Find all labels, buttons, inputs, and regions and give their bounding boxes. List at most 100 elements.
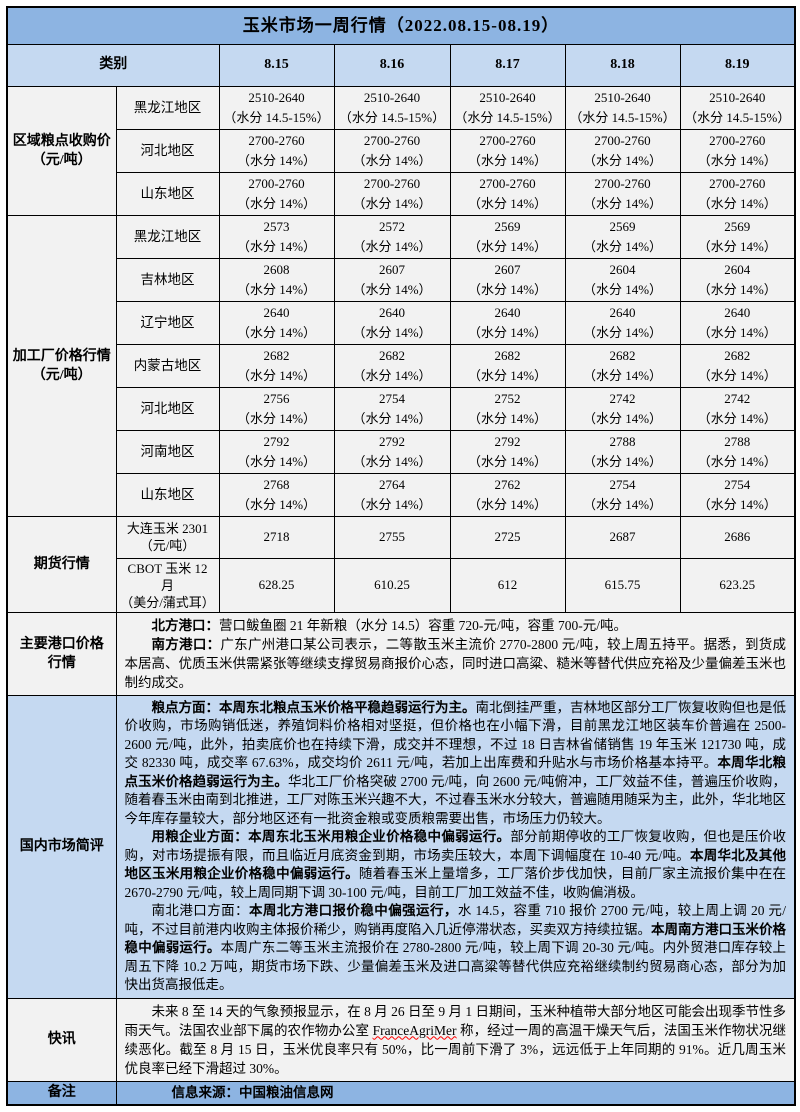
futures-value: 612 bbox=[449, 557, 566, 613]
price-cell: 2752 （水分 14%） bbox=[449, 386, 566, 431]
price-cell: 2788 （水分 14%） bbox=[564, 429, 681, 474]
moisture-note: （水分 14%） bbox=[582, 324, 663, 340]
price-cell: 2700-2760 （水分 14%） bbox=[333, 171, 451, 216]
price-cell: 2510-2640 （水分 14.5-15%） bbox=[333, 85, 451, 130]
price-value: 2764 bbox=[379, 476, 405, 492]
page-title: 玉米市场一周行情（2022.08.15-08.19） bbox=[6, 6, 796, 45]
region-cell: 河南地区 bbox=[115, 429, 220, 474]
moisture-note: （水分 14%） bbox=[697, 367, 777, 383]
price-value: 2742 bbox=[724, 390, 751, 406]
section-label-ports: 主要港口价格 行情 bbox=[6, 611, 117, 696]
moisture-note: （水分 14%） bbox=[236, 195, 317, 211]
moisture-note: （水分 14%） bbox=[697, 496, 777, 512]
section-label-factory: 加工厂价格行情 （元/吨） bbox=[6, 214, 117, 517]
moisture-note: （水分 14%） bbox=[236, 367, 317, 383]
region-cell: 辽宁地区 bbox=[115, 300, 220, 345]
price-value: 2792 bbox=[263, 433, 290, 449]
futures-value: 2718 bbox=[218, 515, 335, 559]
moisture-note: （水分 14%） bbox=[697, 238, 777, 254]
grain-enterprises-paragraph: 用粮企业方面：本周东北玉米用粮企业价格稳中偏弱运行。部分前期停收的工厂恢复收购，… bbox=[124, 829, 787, 900]
futures-value: 2725 bbox=[449, 515, 566, 559]
price-cell: 2607 （水分 14%） bbox=[449, 257, 566, 302]
section-label-review: 国内市场简评 bbox=[6, 694, 117, 999]
price-cell: 2742 （水分 14%） bbox=[564, 386, 681, 431]
price-cell: 2764 （水分 14%） bbox=[333, 472, 451, 517]
moisture-note: （水分 14%） bbox=[236, 410, 317, 426]
futures-contract-cell: 大连玉米 2301 （元/吨） bbox=[115, 515, 220, 559]
price-cell: 2754 （水分 14%） bbox=[564, 472, 681, 517]
price-cell: 2700-2760 （水分 14%） bbox=[333, 128, 451, 173]
moisture-note: （水分 14%） bbox=[352, 195, 432, 211]
price-value: 2510-2640 bbox=[594, 89, 651, 105]
price-cell: 2640 （水分 14%） bbox=[679, 300, 796, 345]
moisture-note: （水分 14%） bbox=[582, 195, 663, 211]
price-cell: 2682 （水分 14%） bbox=[218, 343, 335, 388]
info-source: 信息来源：中国粮油信息网 bbox=[115, 1080, 796, 1105]
moisture-note: （水分 14%） bbox=[352, 453, 432, 469]
price-cell: 2510-2640 （水分 14.5-15%） bbox=[218, 85, 335, 130]
price-value: 2640 bbox=[494, 304, 521, 320]
moisture-note: （水分 14%） bbox=[467, 496, 548, 512]
futures-contract-cell: CBOT 玉米 12 月 （美分/蒲式耳） bbox=[115, 557, 220, 613]
moisture-note: （水分 14%） bbox=[352, 152, 432, 168]
moisture-note: （水分 14%） bbox=[697, 195, 777, 211]
price-value: 2573 bbox=[263, 218, 290, 234]
price-value: 2510-2640 bbox=[709, 89, 766, 105]
futures-contract-line2: （美分/蒲式耳） bbox=[120, 594, 215, 610]
price-value: 2792 bbox=[379, 433, 405, 449]
region-cell: 黑龙江地区 bbox=[115, 214, 220, 259]
price-value: 2640 bbox=[379, 304, 405, 320]
price-value: 2510-2640 bbox=[248, 89, 305, 105]
price-value: 2700-2760 bbox=[479, 132, 536, 148]
moisture-note: （水分 14%） bbox=[236, 238, 317, 254]
moisture-note: （水分 14.5-15%） bbox=[223, 109, 330, 125]
moisture-note: （水分 14%） bbox=[352, 238, 432, 254]
moisture-note: （水分 14%） bbox=[352, 410, 432, 426]
price-value: 2682 bbox=[263, 347, 290, 363]
price-cell: 2607 （水分 14%） bbox=[333, 257, 451, 302]
price-cell: 2682 （水分 14%） bbox=[564, 343, 681, 388]
moisture-note: （水分 14%） bbox=[467, 367, 548, 383]
price-value: 2682 bbox=[379, 347, 405, 363]
region-cell: 内蒙古地区 bbox=[115, 343, 220, 388]
moisture-note: （水分 14%） bbox=[467, 453, 548, 469]
moisture-note: （水分 14%） bbox=[467, 152, 548, 168]
moisture-note: （水分 14.5-15%） bbox=[338, 109, 446, 125]
ports-commentary: 北方港口：营口鲅鱼圈 21 年新粮（水分 14.5）容重 720-元/吨，容重 … bbox=[115, 611, 796, 696]
price-cell: 2604 （水分 14%） bbox=[679, 257, 796, 302]
price-value: 2569 bbox=[609, 218, 636, 234]
section-label-line2: 行情 bbox=[47, 655, 76, 671]
price-cell: 2682 （水分 14%） bbox=[679, 343, 796, 388]
futures-value: 628.25 bbox=[218, 557, 335, 613]
price-value: 2510-2640 bbox=[479, 89, 536, 105]
region-cell: 河北地区 bbox=[115, 386, 220, 431]
price-cell: 2510-2640 （水分 14.5-15%） bbox=[564, 85, 681, 130]
futures-value: 610.25 bbox=[333, 557, 451, 613]
price-cell: 2569 （水分 14%） bbox=[564, 214, 681, 259]
price-value: 2700-2760 bbox=[479, 175, 536, 191]
moisture-note: （水分 14%） bbox=[352, 324, 432, 340]
moisture-note: （水分 14%） bbox=[467, 195, 548, 211]
price-cell: 2788 （水分 14%） bbox=[679, 429, 796, 474]
price-cell: 2569 （水分 14%） bbox=[679, 214, 796, 259]
price-value: 2569 bbox=[724, 218, 751, 234]
moisture-note: （水分 14%） bbox=[352, 496, 432, 512]
price-cell: 2700-2760 （水分 14%） bbox=[564, 171, 681, 216]
price-cell: 2756 （水分 14%） bbox=[218, 386, 335, 431]
express-news: 未来 8 至 14 天的气象预报显示，在 8 月 26 日至 9 月 1 日期间… bbox=[115, 997, 796, 1082]
price-table: 玉米市场一周行情（2022.08.15-08.19） 类别 8.15 8.16 … bbox=[6, 6, 797, 1106]
price-cell: 2608 （水分 14%） bbox=[218, 257, 335, 302]
price-value: 2604 bbox=[724, 261, 751, 277]
north-port-paragraph: 北方港口：营口鲅鱼圈 21 年新粮（水分 14.5）容重 720-元/吨，容重 … bbox=[151, 617, 628, 633]
price-cell: 2754 （水分 14%） bbox=[333, 386, 451, 431]
price-value: 2756 bbox=[263, 390, 290, 406]
moisture-note: （水分 14%） bbox=[582, 238, 663, 254]
south-port-paragraph: 南方港口：广东广州港口某公司表示，二等散玉米主流价 2770-2800 元/吨，… bbox=[124, 636, 787, 690]
region-cell: 吉林地区 bbox=[115, 257, 220, 302]
grain-points-paragraph: 粮点方面：本周东北粮点玉米价格平稳趋弱运行为主。南北倒挂严重，吉林地区部分工厂恢… bbox=[124, 699, 787, 826]
moisture-note: （水分 14%） bbox=[697, 410, 777, 426]
moisture-note: （水分 14%） bbox=[352, 367, 432, 383]
moisture-note: （水分 14%） bbox=[582, 453, 663, 469]
price-cell: 2742 （水分 14%） bbox=[679, 386, 796, 431]
